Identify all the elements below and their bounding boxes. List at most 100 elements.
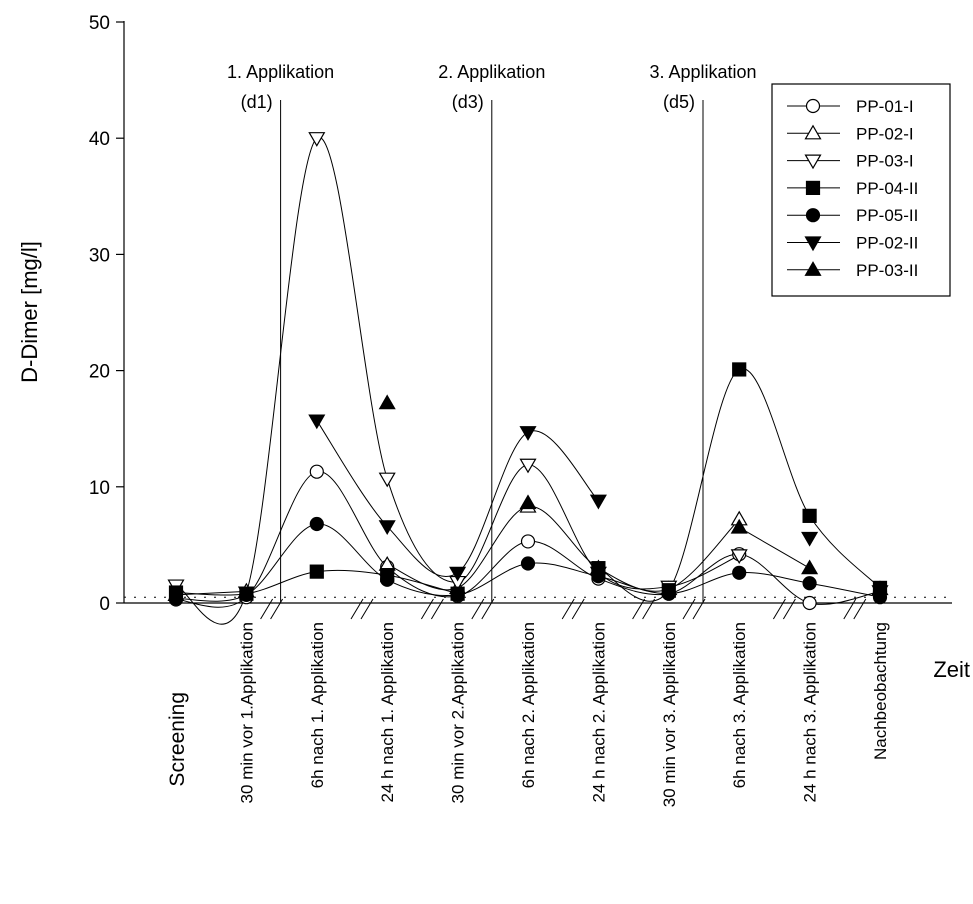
axis-break-mark [561, 598, 575, 620]
y-tick-label: 40 [89, 129, 110, 150]
x-category-label: 6h nach 2. Applikation [519, 622, 538, 788]
axis-break-mark [772, 598, 786, 620]
x-axis-categories: Screening 30 min vor 1.Applikation 6h nach… [166, 622, 890, 807]
legend: PP-01-I PP-02-I PP-03-I PP-04-II PP-05-II PP-… [771, 83, 951, 297]
application-label: 1. Applikation [227, 62, 334, 82]
axis-break-mark [471, 598, 485, 620]
legend-marker [804, 261, 822, 276]
series-line-pp-03-ii [738, 527, 810, 569]
x-category-label: 30 min vor 2.Applikation [449, 622, 468, 803]
axis-break-mark [853, 598, 867, 620]
axis-break-mark [632, 598, 646, 620]
legend-marker [805, 180, 821, 195]
y-axis-ticks: 0 10 20 30 40 50 [89, 13, 124, 615]
axis-break-mark [270, 598, 284, 620]
data-point-pp-05-ii [239, 587, 254, 602]
data-point-pp-03-ii [730, 518, 748, 534]
legend-label: PP-05-II [856, 206, 918, 225]
x-category-label: 30 min vor 1.Applikation [237, 622, 256, 803]
legend-label: PP-04-II [856, 179, 918, 198]
series-line-pp-02-ii [316, 420, 599, 578]
axis-break-mark [420, 598, 434, 620]
data-point-pp-05-ii [380, 572, 395, 587]
legend-label: PP-02-II [856, 234, 918, 253]
data-point-pp-04-ii [309, 564, 324, 579]
axis-break-mark [843, 598, 857, 620]
data-point-pp-02-ii [589, 494, 607, 510]
data-point-pp-03-ii [378, 394, 396, 410]
data-point-pp-03-i [308, 132, 326, 147]
y-tick-label: 20 [89, 362, 110, 383]
legend-marker [804, 124, 822, 140]
legend-label: PP-03-II [856, 261, 918, 280]
series-line-pp-02-i [387, 506, 740, 592]
data-point-pp-04-ii [732, 362, 747, 377]
data-point-pp-02-ii [519, 426, 537, 441]
application-markers: 1. Applikation (d1) 2. Applikation (d3) 3. A… [227, 62, 757, 603]
data-point-pp-03-i [378, 472, 396, 488]
data-point-pp-03-ii [519, 494, 537, 510]
data-point-pp-03-i [730, 549, 748, 565]
axis-break-mark [682, 598, 696, 620]
data-point-pp-05-ii [661, 586, 676, 601]
application-day: (d5) [663, 92, 695, 112]
legend-box [771, 83, 951, 297]
data-point-pp-05-ii [802, 576, 817, 591]
data-point-pp-05-ii [309, 516, 324, 532]
axis-break-mark [692, 598, 706, 620]
data-point-pp-05-ii [872, 590, 888, 605]
y-tick-label: 10 [89, 478, 110, 499]
axis-break-mark [642, 598, 656, 620]
data-point-pp-05-ii [732, 565, 747, 580]
legend-marker [804, 236, 822, 252]
data-point-pp-03-ii [801, 559, 819, 575]
data-point-pp-02-ii [449, 566, 467, 582]
data-point-pp-05-ii [591, 569, 606, 584]
axis-break-mark [360, 598, 374, 620]
x-category-label: 6h nach 1. Applikation [308, 622, 327, 788]
application-day: (d1) [241, 92, 273, 112]
series-line-pp-01-i [175, 471, 881, 608]
axis-break-mark [260, 598, 274, 620]
data-point-pp-02-ii [308, 414, 326, 430]
x-category-label: 24 h nach 1. Applikation [378, 622, 397, 803]
application-label: 2. Applikation [438, 62, 545, 82]
data-point-pp-02-ii [378, 520, 396, 536]
legend-marker [805, 208, 821, 223]
legend-label: PP-01-I [856, 97, 914, 116]
axis-break-mark [350, 598, 364, 620]
application-day: (d3) [452, 92, 484, 112]
legend-marker [805, 98, 821, 114]
axis-break-mark [782, 598, 796, 620]
y-tick-label: 30 [89, 245, 110, 266]
x-category-label: 6h nach 3. Applikation [730, 622, 749, 788]
x-category-label: 24 h nach 2. Applikation [589, 622, 608, 803]
data-point-pp-01-i [309, 464, 324, 479]
data-point-pp-05-ii [168, 591, 184, 606]
data-point-pp-05-ii [450, 587, 465, 602]
y-tick-label: 0 [99, 594, 110, 615]
data-point-pp-04-ii [802, 508, 817, 523]
data-point-pp-05-ii [520, 556, 536, 571]
series-line-pp-05-ii [175, 523, 881, 602]
series-markers [167, 132, 889, 611]
application-label: 3. Applikation [649, 62, 756, 82]
y-axis-label: D-Dimer [mg/l] [17, 241, 42, 383]
data-point-pp-03-i [519, 458, 537, 474]
axis-break-mark [430, 598, 444, 620]
series-line-pp-03-i [175, 137, 740, 625]
x-category-label: 24 h nach 3. Applikation [801, 622, 820, 803]
y-tick-label: 50 [89, 13, 110, 34]
axis-break-mark [571, 598, 585, 620]
x-category-label: 30 min vor 3. Applikation [660, 622, 679, 807]
axis-break-mark [481, 598, 495, 620]
data-point-pp-02-ii [801, 531, 819, 547]
data-point-pp-01-i [802, 595, 817, 611]
x-category-label: Screening [166, 692, 189, 787]
legend-label: PP-03-I [856, 152, 914, 171]
legend-marker [804, 154, 822, 170]
legend-label: PP-02-I [856, 124, 914, 143]
x-category-label: Nachbeobachtung [871, 622, 890, 760]
data-point-pp-01-i [520, 534, 536, 549]
